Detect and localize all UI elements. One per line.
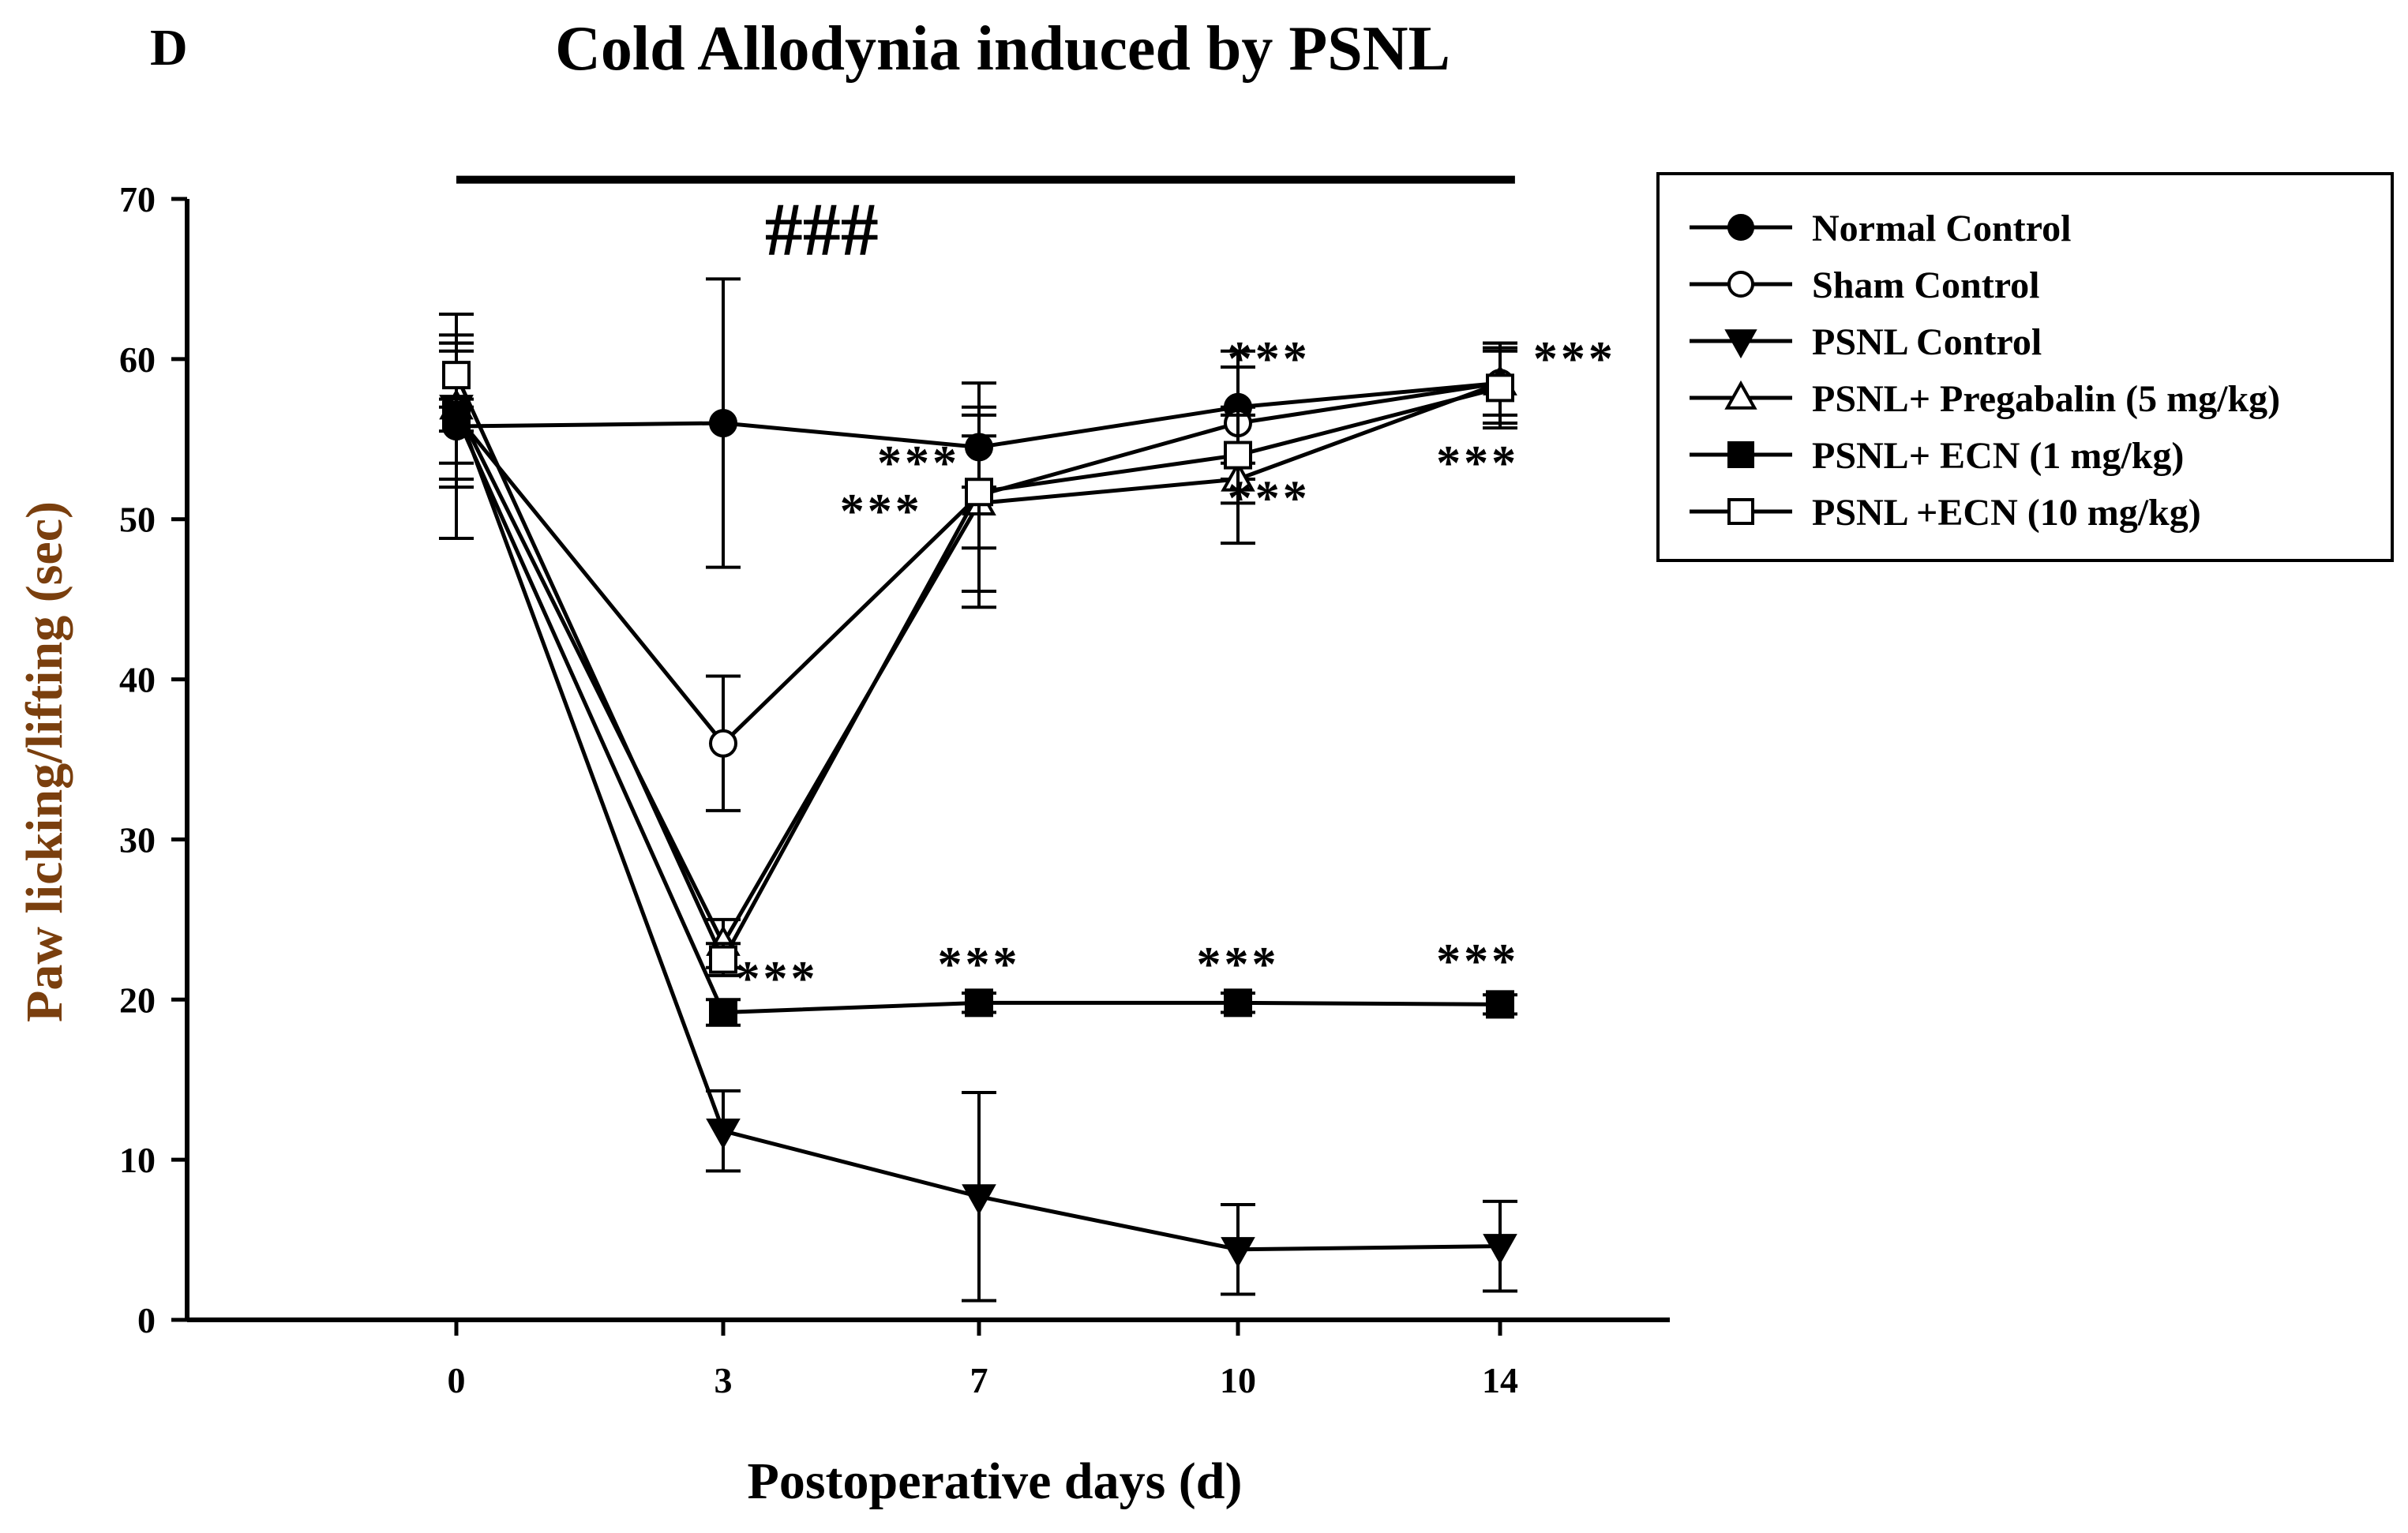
legend-item: PSNL +ECN (10 mg/kg): [1690, 492, 2201, 534]
data-point: [709, 998, 737, 1027]
series-4: [439, 397, 1517, 1027]
data-point: [706, 1119, 741, 1149]
significance-annotation: ***: [736, 952, 819, 1006]
x-tick-label: 14: [1482, 1360, 1518, 1400]
y-axis-ticks: 0 10 20 30 40 50 60 70: [119, 179, 187, 1340]
x-tick-label: 0: [448, 1360, 466, 1400]
legend-item: PSNL Control: [1690, 321, 2042, 363]
legend-label: Normal Control: [1812, 208, 2071, 249]
series-layer: [439, 277, 1517, 1302]
x-axis-title: Postoperative days (d): [748, 1452, 1243, 1510]
legend-items: Normal Control Sham Control PSNL Control PS…: [1690, 208, 2280, 534]
significance-annotation: ***: [877, 437, 960, 490]
y-axis-title: Paw licking/lifting (sec): [16, 501, 73, 1022]
significance-annotation: ***: [1228, 472, 1311, 526]
legend-box: [1656, 172, 2394, 562]
chart-title: Cold Allodynia induced by PSNL: [555, 14, 1450, 84]
data-point: [709, 945, 737, 974]
significance-annotation: ***: [1228, 332, 1311, 386]
data-point: [1486, 373, 1514, 403]
data-point: [709, 729, 737, 758]
legend-item: PSNL+ Pregabalin (5 mg/kg): [1690, 378, 2280, 420]
annotation-layer: ###*** ********* ********* *** *** ***: [736, 187, 1616, 1006]
hash-annotation: ###: [765, 187, 879, 272]
legend-label: PSNL+ Pregabalin (5 mg/kg): [1812, 378, 2280, 420]
legend-marker: [1724, 329, 1757, 359]
legend-label: PSNL Control: [1812, 321, 2042, 363]
y-tick-label: 10: [119, 1140, 156, 1180]
legend: Normal Control Sham Control PSNL Control PS…: [1656, 172, 2394, 562]
significance-annotation: ***: [1197, 938, 1280, 991]
legend-item: Sham Control: [1690, 264, 2040, 306]
legend-item: PSNL+ ECN (1 mg/kg): [1690, 435, 2184, 477]
significance-annotation: ***: [840, 485, 923, 538]
legend-marker: [1727, 214, 1754, 241]
y-tick-label: 20: [119, 980, 156, 1020]
data-point: [965, 988, 993, 1018]
y-tick-label: 30: [119, 819, 156, 860]
data-point: [962, 1184, 996, 1216]
y-tick-label: 70: [119, 179, 156, 219]
data-point: [1221, 1237, 1255, 1269]
y-tick-label: 0: [137, 1300, 156, 1340]
data-point: [709, 409, 737, 437]
legend-label: PSNL +ECN (10 mg/kg): [1812, 492, 2201, 534]
significance-annotation: ***: [1436, 935, 1519, 988]
data-point: [1483, 1234, 1517, 1265]
legend-marker: [1727, 441, 1754, 468]
legend-label: Sham Control: [1812, 264, 2040, 306]
data-point: [1224, 988, 1252, 1018]
legend-marker: [1727, 271, 1754, 298]
legend-marker: [1724, 380, 1757, 410]
data-point: [965, 478, 993, 507]
data-point: [1486, 990, 1514, 1019]
panel-label: D: [150, 19, 188, 77]
x-tick-label: 7: [970, 1360, 988, 1400]
legend-label: PSNL+ ECN (1 mg/kg): [1812, 435, 2184, 477]
significance-annotation: ***: [1436, 437, 1519, 490]
significance-annotation: ***: [938, 938, 1021, 991]
legend-item: Normal Control: [1690, 208, 2071, 249]
y-tick-label: 40: [119, 660, 156, 700]
x-axis-ticks: 0 3 7 10 14: [448, 1320, 1518, 1400]
data-point: [442, 361, 471, 390]
x-tick-label: 3: [715, 1360, 733, 1400]
legend-marker: [1727, 498, 1754, 525]
y-tick-label: 60: [119, 339, 156, 380]
x-tick-label: 10: [1220, 1360, 1256, 1400]
series-5: [439, 341, 1517, 977]
significance-annotation: ***: [1533, 332, 1616, 386]
data-point: [1224, 440, 1252, 470]
y-tick-label: 50: [119, 500, 156, 540]
